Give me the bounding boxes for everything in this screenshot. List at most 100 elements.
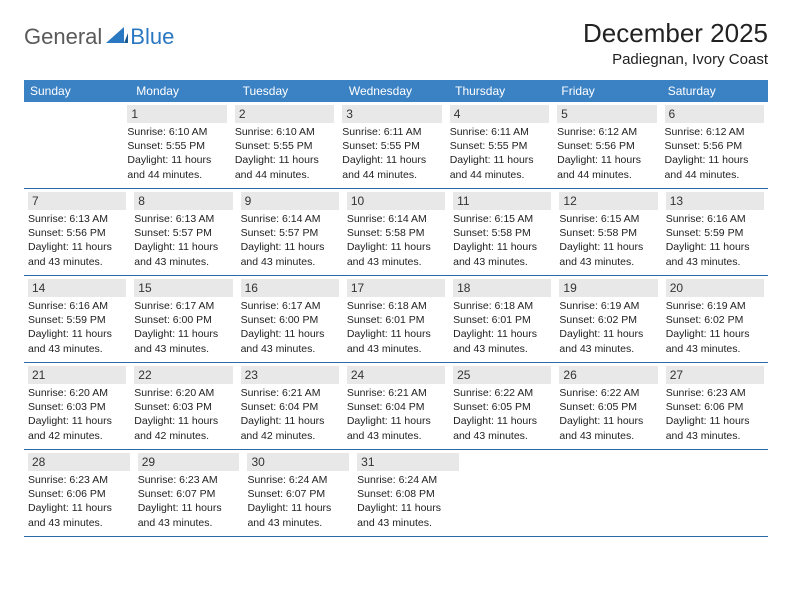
day-number: 2 — [235, 105, 334, 123]
logo-text-general: General — [24, 24, 102, 50]
day-details: Sunrise: 6:11 AMSunset: 5:55 PMDaylight:… — [342, 125, 441, 182]
day-cell: 7Sunrise: 6:13 AMSunset: 5:56 PMDaylight… — [24, 189, 130, 275]
day-number: 9 — [241, 192, 339, 210]
day-number: 25 — [453, 366, 551, 384]
day-number: 4 — [450, 105, 549, 123]
calendar-week-row: 21 Sunrise: 6:20 AMSunset: 6:03 PMDayligh… — [24, 363, 768, 450]
calendar-week-row: 1 Sunrise: 6:10 AMSunset: 5:55 PMDaylight… — [24, 102, 768, 189]
day-details: Sunrise: 6:14 AMSunset: 5:57 PMDaylight:… — [241, 212, 339, 269]
day-header-cell: Sunday — [24, 80, 130, 102]
day-number: 8 — [134, 192, 232, 210]
day-cell: 16 Sunrise: 6:17 AMSunset: 6:00 PMDayligh… — [237, 276, 343, 362]
day-number: 22 — [134, 366, 232, 384]
day-cell: 14 Sunrise: 6:16 AMSunset: 5:59 PMDayligh… — [24, 276, 130, 362]
empty-day-cell — [24, 102, 123, 188]
day-cell: 6Sunrise: 6:12 AMSunset: 5:56 PMDaylight… — [661, 102, 768, 188]
day-number: 31 — [357, 453, 459, 471]
title-block: December 2025 Padiegnan, Ivory Coast — [583, 18, 768, 68]
day-number: 1 — [127, 105, 226, 123]
day-cell: 22 Sunrise: 6:20 AMSunset: 6:03 PMDayligh… — [130, 363, 236, 449]
day-details: Sunrise: 6:14 AMSunset: 5:58 PMDaylight:… — [347, 212, 445, 269]
day-number: 30 — [247, 453, 349, 471]
day-number: 20 — [666, 279, 764, 297]
day-details: Sunrise: 6:16 AMSunset: 5:59 PMDaylight:… — [666, 212, 764, 269]
day-details: Sunrise: 6:13 AMSunset: 5:57 PMDaylight:… — [134, 212, 232, 269]
day-cell: 20 Sunrise: 6:19 AMSunset: 6:02 PMDayligh… — [662, 276, 768, 362]
day-cell: 15 Sunrise: 6:17 AMSunset: 6:00 PMDayligh… — [130, 276, 236, 362]
day-number: 13 — [666, 192, 764, 210]
day-number: 21 — [28, 366, 126, 384]
day-cell: 25 Sunrise: 6:22 AMSunset: 6:05 PMDayligh… — [449, 363, 555, 449]
day-details: Sunrise: 6:16 AMSunset: 5:59 PMDaylight:… — [28, 299, 126, 356]
calendar-week-row: 14 Sunrise: 6:16 AMSunset: 5:59 PMDayligh… — [24, 276, 768, 363]
day-number: 19 — [559, 279, 657, 297]
day-cell: 30 Sunrise: 6:24 AMSunset: 6:07 PMDayligh… — [243, 450, 353, 536]
page-title: December 2025 — [583, 18, 768, 49]
day-cell: 26Sunrise: 6:22 AMSunset: 6:05 PMDayligh… — [555, 363, 661, 449]
day-cell: 4 Sunrise: 6:11 AMSunset: 5:55 PMDaylight… — [446, 102, 553, 188]
day-details: Sunrise: 6:19 AMSunset: 6:02 PMDaylight:… — [666, 299, 764, 356]
day-number: 15 — [134, 279, 232, 297]
logo-text-blue: Blue — [130, 24, 174, 50]
day-cell: 3 Sunrise: 6:11 AMSunset: 5:55 PMDaylight… — [338, 102, 445, 188]
day-cell: 21Sunrise: 6:20 AMSunset: 6:03 PMDayligh… — [24, 363, 130, 449]
day-cell: 17 Sunrise: 6:18 AMSunset: 6:01 PMDayligh… — [343, 276, 449, 362]
day-details: Sunrise: 6:10 AMSunset: 5:55 PMDaylight:… — [235, 125, 334, 182]
empty-day-cell — [565, 450, 667, 536]
day-number: 24 — [347, 366, 445, 384]
day-number: 18 — [453, 279, 551, 297]
day-details: Sunrise: 6:18 AMSunset: 6:01 PMDaylight:… — [347, 299, 445, 356]
day-cell: 13 Sunrise: 6:16 AMSunset: 5:59 PMDayligh… — [662, 189, 768, 275]
day-number: 17 — [347, 279, 445, 297]
empty-day-cell — [666, 450, 768, 536]
day-cell: 11 Sunrise: 6:15 AMSunset: 5:58 PMDayligh… — [449, 189, 555, 275]
day-details: Sunrise: 6:10 AMSunset: 5:55 PMDaylight:… — [127, 125, 226, 182]
day-cell: 27 Sunrise: 6:23 AMSunset: 6:06 PMDayligh… — [662, 363, 768, 449]
day-number: 16 — [241, 279, 339, 297]
day-details: Sunrise: 6:15 AMSunset: 5:58 PMDaylight:… — [559, 212, 657, 269]
day-details: Sunrise: 6:15 AMSunset: 5:58 PMDaylight:… — [453, 212, 551, 269]
logo-triangle-icon — [106, 25, 128, 43]
calendar-header-row: SundayMondayTuesdayWednesdayThursdayFrid… — [24, 80, 768, 102]
calendar-week-row: 28Sunrise: 6:23 AMSunset: 6:06 PMDayligh… — [24, 450, 768, 537]
day-details: Sunrise: 6:17 AMSunset: 6:00 PMDaylight:… — [134, 299, 232, 356]
day-cell: 31 Sunrise: 6:24 AMSunset: 6:08 PMDayligh… — [353, 450, 463, 536]
location-label: Padiegnan, Ivory Coast — [583, 51, 768, 68]
day-details: Sunrise: 6:22 AMSunset: 6:05 PMDaylight:… — [453, 386, 551, 443]
day-cell: 5Sunrise: 6:12 AMSunset: 5:56 PMDaylight… — [553, 102, 660, 188]
day-header-cell: Wednesday — [343, 80, 449, 102]
day-details: Sunrise: 6:23 AMSunset: 6:06 PMDaylight:… — [666, 386, 764, 443]
day-details: Sunrise: 6:19 AMSunset: 6:02 PMDaylight:… — [559, 299, 657, 356]
day-number: 26 — [559, 366, 657, 384]
day-header-cell: Thursday — [449, 80, 555, 102]
header: General Blue December 2025 Padiegnan, Iv… — [24, 18, 768, 68]
day-cell: 10Sunrise: 6:14 AMSunset: 5:58 PMDayligh… — [343, 189, 449, 275]
day-cell: 2 Sunrise: 6:10 AMSunset: 5:55 PMDaylight… — [231, 102, 338, 188]
day-details: Sunrise: 6:11 AMSunset: 5:55 PMDaylight:… — [450, 125, 549, 182]
day-number: 7 — [28, 192, 126, 210]
day-details: Sunrise: 6:17 AMSunset: 6:00 PMDaylight:… — [241, 299, 339, 356]
day-number: 5 — [557, 105, 656, 123]
logo: General Blue — [24, 18, 174, 50]
day-details: Sunrise: 6:24 AMSunset: 6:07 PMDaylight:… — [247, 473, 349, 530]
calendar: SundayMondayTuesdayWednesdayThursdayFrid… — [24, 80, 768, 537]
day-details: Sunrise: 6:20 AMSunset: 6:03 PMDaylight:… — [134, 386, 232, 443]
day-number: 3 — [342, 105, 441, 123]
day-number: 14 — [28, 279, 126, 297]
day-header-cell: Monday — [130, 80, 236, 102]
day-cell: 23 Sunrise: 6:21 AMSunset: 6:04 PMDayligh… — [237, 363, 343, 449]
day-number: 12 — [559, 192, 657, 210]
day-details: Sunrise: 6:24 AMSunset: 6:08 PMDaylight:… — [357, 473, 459, 530]
day-number: 6 — [665, 105, 764, 123]
day-details: Sunrise: 6:23 AMSunset: 6:07 PMDaylight:… — [138, 473, 240, 530]
day-cell: 29 Sunrise: 6:23 AMSunset: 6:07 PMDayligh… — [134, 450, 244, 536]
day-number: 23 — [241, 366, 339, 384]
day-number: 29 — [138, 453, 240, 471]
day-number: 11 — [453, 192, 551, 210]
calendar-week-row: 7Sunrise: 6:13 AMSunset: 5:56 PMDaylight… — [24, 189, 768, 276]
day-number: 27 — [666, 366, 764, 384]
day-cell: 1 Sunrise: 6:10 AMSunset: 5:55 PMDaylight… — [123, 102, 230, 188]
day-cell: 18Sunrise: 6:18 AMSunset: 6:01 PMDayligh… — [449, 276, 555, 362]
day-header-cell: Tuesday — [237, 80, 343, 102]
day-details: Sunrise: 6:21 AMSunset: 6:04 PMDaylight:… — [241, 386, 339, 443]
